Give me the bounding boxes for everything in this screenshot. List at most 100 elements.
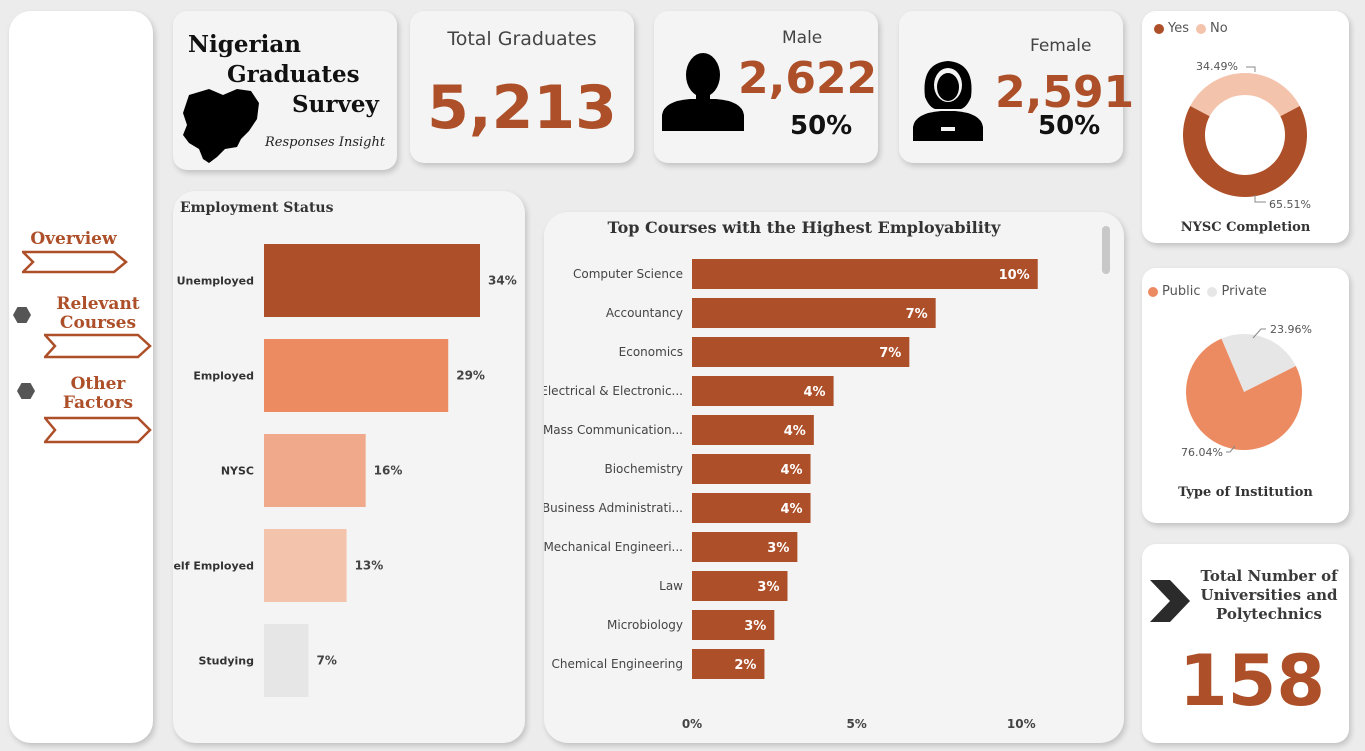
course-bar — [692, 610, 775, 640]
course-category-label: Mechanical Engineeri... — [544, 540, 683, 554]
course-value-label: 10% — [999, 268, 1030, 283]
nav-overview[interactable]: Overview — [30, 229, 117, 249]
pie-leader-private — [1252, 328, 1266, 339]
legend-no: No — [1210, 21, 1228, 36]
employment-category-label: Self Employed — [173, 560, 254, 573]
chart-scrollbar[interactable] — [1102, 226, 1110, 274]
course-value-label: 7% — [879, 346, 901, 361]
employment-status-card: Employment Status Unemployed 34% Employed 2… — [173, 191, 525, 743]
donut-slice-yes — [1183, 105, 1307, 197]
employment-category-label: Studying — [198, 655, 254, 668]
institution-title: Type of Institution — [1178, 485, 1313, 500]
total-graduates-card: Total Graduates 5,213 — [410, 11, 634, 163]
employment-bar — [264, 624, 309, 697]
pie-label-public: 76.04% — [1181, 446, 1223, 459]
title-subtitle: Responses Insight — [265, 135, 386, 150]
x-tick-label: 0% — [682, 717, 702, 731]
female-person-icon — [913, 61, 983, 141]
female-value: 2,591 — [995, 67, 1135, 118]
employment-value-label: 13% — [355, 559, 384, 573]
total-graduates-value: 5,213 — [427, 73, 617, 143]
course-value-label: 3% — [744, 619, 766, 634]
course-category-label: Economics — [619, 345, 683, 359]
course-category-label: Electrical & Electronic... — [544, 384, 683, 398]
employment-status-chart: Unemployed 34% Employed 29% NYSC 16% Self Empl… — [173, 244, 517, 697]
employment-value-label: 7% — [316, 654, 336, 668]
employment-category-label: Unemployed — [177, 275, 254, 288]
nysc-title: NYSC Completion — [1180, 220, 1311, 235]
pie-slice-private — [1221, 334, 1296, 392]
institution-pie-chart: 23.96% 76.04% — [1181, 323, 1312, 459]
donut-slice-no — [1190, 73, 1300, 117]
legend-public-dot — [1148, 286, 1158, 297]
nav-other-factors-arrow[interactable] — [44, 416, 152, 444]
nysc-legend: Yes No — [1154, 21, 1228, 36]
employment-bar — [264, 339, 449, 412]
female-card: Female 2,591 50% — [899, 11, 1134, 163]
donut-label-no: 34.49% — [1196, 60, 1238, 73]
course-value-label: 7% — [906, 307, 928, 322]
employment-category-label: Employed — [193, 370, 254, 383]
course-bar — [692, 259, 1038, 289]
top-courses-chart: Computer Science 10% Accountancy 7% Economic… — [544, 259, 1038, 731]
nav-relevant-courses-arrow[interactable] — [44, 333, 152, 359]
employment-bar — [264, 244, 480, 317]
course-value-label: 4% — [780, 502, 802, 517]
course-category-label: Computer Science — [573, 267, 683, 281]
course-category-label: Law — [659, 579, 683, 593]
nav-other-factors[interactable]: Other Factors — [62, 374, 134, 413]
employment-value-label: 29% — [456, 369, 485, 383]
male-value: 2,622 — [738, 53, 878, 104]
chevron-right-icon — [1150, 580, 1190, 622]
legend-private: Private — [1221, 284, 1267, 299]
course-category-label: Biochemistry — [604, 462, 683, 476]
institution-type-card: Public Private 23.96% 76.04% Type of Inst… — [1142, 268, 1349, 523]
legend-public: Public — [1162, 284, 1201, 299]
male-pct: 50% — [790, 111, 853, 141]
legend-private-dot — [1207, 286, 1218, 297]
course-value-label: 3% — [767, 541, 789, 556]
pie-slice-public — [1186, 338, 1302, 450]
course-bar — [692, 571, 788, 601]
nysc-donut-chart: 34.49% 65.51% — [1183, 60, 1311, 211]
employment-bar — [264, 529, 347, 602]
course-category-label: Chemical Engineering — [552, 657, 684, 671]
course-bar — [692, 376, 834, 406]
course-bar — [692, 454, 811, 484]
employment-value-label: 34% — [488, 274, 517, 288]
x-tick-label: 10% — [1007, 717, 1036, 731]
course-value-label: 4% — [784, 424, 806, 439]
donut-leader-no — [1246, 66, 1256, 72]
institution-legend: Public Private — [1148, 284, 1267, 299]
top-courses-title: Top Courses with the Highest Employabili… — [607, 218, 1001, 237]
course-value-label: 4% — [804, 385, 826, 400]
other-factors-hex-icon — [17, 383, 35, 399]
course-bar — [692, 298, 936, 328]
total-graduates-label: Total Graduates — [447, 28, 597, 50]
donut-leader-yes — [1254, 195, 1266, 203]
course-bar — [692, 493, 811, 523]
employment-value-label: 16% — [374, 464, 403, 478]
female-label: Female — [1030, 36, 1092, 56]
relevant-courses-hex-icon — [13, 307, 31, 323]
employment-status-title: Employment Status — [180, 200, 334, 216]
male-card: Male 2,622 50% — [654, 11, 878, 163]
course-category-label: Microbiology — [607, 618, 683, 632]
institutions-count-title: Total Number of Universities and Polytec… — [1200, 567, 1338, 623]
title-line-1: Nigerian — [188, 31, 301, 58]
nav-overview-arrow[interactable] — [22, 250, 128, 274]
nav-relevant-courses[interactable]: Relevant Courses — [56, 294, 140, 333]
employment-bar — [264, 434, 366, 507]
course-value-label: 4% — [780, 463, 802, 478]
nigeria-map-icon — [183, 89, 259, 163]
male-label: Male — [782, 28, 823, 48]
course-value-label: 2% — [734, 658, 756, 673]
nysc-completion-card: Yes No 34.49% 65.51% NYSC Completion — [1142, 11, 1349, 243]
male-person-icon — [662, 53, 744, 131]
title-line-3: Survey — [292, 91, 379, 118]
top-courses-card: Top Courses with the Highest Employabili… — [544, 212, 1124, 743]
sidebar-nav: Overview Relevant Courses Other Factors — [9, 11, 153, 743]
course-category-label: Mass Communication... — [544, 423, 683, 437]
female-pct: 50% — [1038, 111, 1101, 141]
pie-label-private: 23.96% — [1270, 323, 1312, 336]
